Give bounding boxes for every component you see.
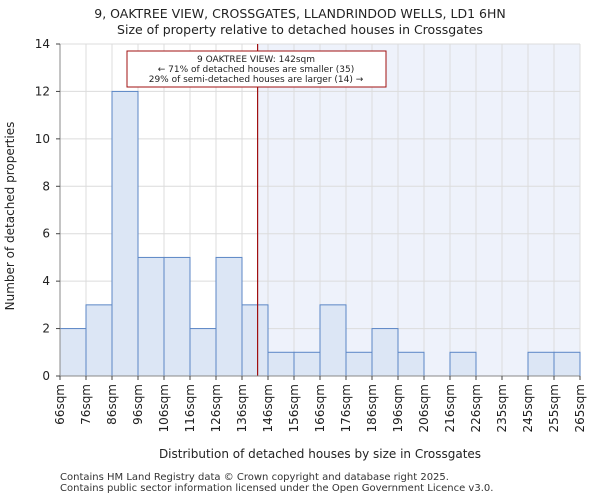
x-tick-label: 126sqm — [209, 384, 223, 432]
x-tick-label: 76sqm — [79, 384, 93, 425]
bar-196sqm — [397, 351, 425, 377]
bar-136sqm — [241, 304, 269, 377]
x-tick-label: 196sqm — [391, 384, 405, 432]
bar-156sqm — [293, 351, 321, 377]
bar-116sqm — [189, 328, 217, 377]
axes: 0 2 4 6 8 10 12 14 66sqm 76sqm 86sqm 96sqm 106sqm 116… — [35, 37, 587, 432]
footer-line-1: Contains HM Land Registry data © Crown c… — [60, 472, 449, 483]
x-tick-label: 156sqm — [287, 384, 301, 432]
x-tick-label: 206sqm — [417, 384, 431, 432]
y-tick-label: 4 — [42, 274, 50, 288]
larger-region-shade — [257, 44, 580, 376]
y-tick-label: 6 — [42, 227, 50, 241]
x-tick-label: 86sqm — [105, 384, 119, 425]
footer-line-2: Contains public sector information licen… — [60, 483, 494, 494]
x-tick-label: 186sqm — [365, 384, 379, 432]
annotation-box — [126, 50, 387, 88]
x-tick-label: 226sqm — [469, 384, 483, 432]
y-tick-label: 12 — [35, 84, 50, 98]
x-tick-label: 96sqm — [131, 384, 145, 425]
bar-86sqm — [111, 90, 139, 377]
y-tick-label: 8 — [42, 179, 50, 193]
x-tick-label: 136sqm — [235, 384, 249, 432]
bar-245sqm — [527, 351, 555, 377]
bar-186sqm — [371, 328, 399, 377]
bar-96sqm — [137, 256, 165, 377]
annotation-line-1: 9 OAKTREE VIEW: 142sqm — [197, 55, 315, 65]
bar-106sqm — [163, 256, 191, 377]
chart-title: 9, OAKTREE VIEW, CROSSGATES, LLANDRINDOD… — [94, 6, 506, 21]
footer: Contains HM Land Registry data © Crown c… — [60, 472, 493, 494]
y-tick-label: 2 — [42, 322, 50, 336]
y-tick-label: 10 — [35, 132, 50, 146]
y-axis-label: Number of detached properties — [3, 122, 17, 311]
annotation-line-2: ← 71% of detached houses are smaller (35… — [158, 65, 355, 75]
bar-216sqm — [449, 351, 477, 377]
x-tick-label: 66sqm — [53, 384, 67, 425]
y-tick-label: 0 — [42, 369, 50, 383]
bar-126sqm — [215, 256, 243, 377]
x-tick-label: 245sqm — [521, 384, 535, 432]
bar-76sqm — [85, 304, 113, 377]
x-tick-label: 235sqm — [495, 384, 509, 432]
bar-255sqm — [553, 351, 581, 377]
x-tick-label: 166sqm — [313, 384, 327, 432]
bar-66sqm — [59, 328, 87, 377]
x-tick-label: 216sqm — [443, 384, 457, 432]
bar-146sqm — [267, 351, 295, 377]
x-tick-label: 265sqm — [573, 384, 587, 432]
bars — [59, 90, 581, 377]
x-tick-label: 146sqm — [261, 384, 275, 432]
x-tick-label: 176sqm — [339, 384, 353, 432]
x-tick-label: 116sqm — [183, 384, 197, 432]
annotation: 9 OAKTREE VIEW: 142sqm ← 71% of detached… — [126, 50, 387, 88]
x-axis-label: Distribution of detached houses by size … — [159, 447, 481, 461]
x-tick-label: 255sqm — [547, 384, 561, 432]
bar-176sqm — [345, 351, 373, 377]
x-tick-label: 106sqm — [157, 384, 171, 432]
bar-166sqm — [319, 304, 347, 377]
chart-subtitle: Size of property relative to detached ho… — [117, 22, 483, 37]
y-tick-label: 14 — [35, 37, 50, 51]
annotation-line-3: 29% of semi-detached houses are larger (… — [149, 75, 364, 85]
